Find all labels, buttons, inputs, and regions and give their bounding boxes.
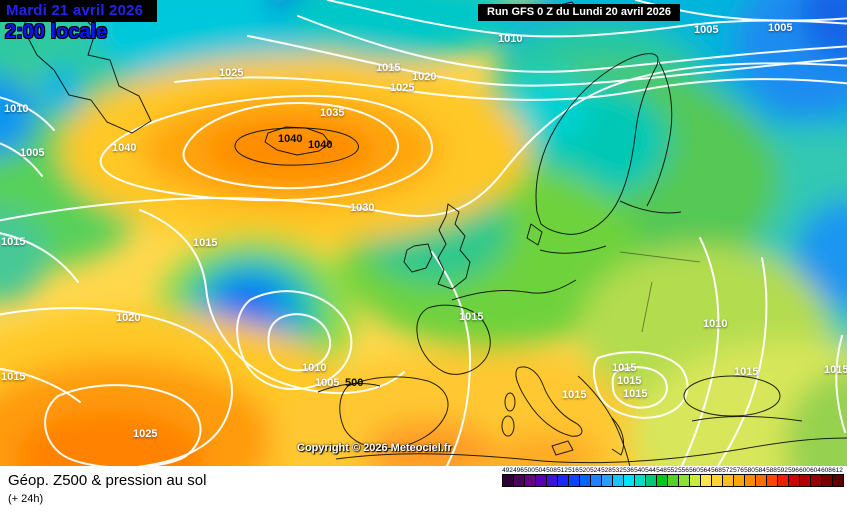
legend-value: 512 xyxy=(557,467,568,474)
legend-color-cell xyxy=(591,475,602,486)
legend-value: 532 xyxy=(612,467,623,474)
legend-color-cell xyxy=(558,475,569,486)
legend-value: 540 xyxy=(634,467,645,474)
legend-value: 496 xyxy=(513,467,524,474)
legend-value: 536 xyxy=(623,467,634,474)
legend-color-cell xyxy=(800,475,811,486)
legend-value: 608 xyxy=(821,467,832,474)
map-area: 1010 1005 1015 1015 1020 1025 1040 1025 1015 1035… xyxy=(0,0,847,466)
legend-colorbar xyxy=(502,474,844,487)
legend-value: 556 xyxy=(678,467,689,474)
legend-value: 588 xyxy=(766,467,777,474)
legend-color-cell xyxy=(833,475,843,486)
weather-map-svg xyxy=(0,0,847,466)
legend-value: 568 xyxy=(711,467,722,474)
legend-value: 592 xyxy=(777,467,788,474)
geopotential-color-field xyxy=(0,0,847,466)
legend-value: 572 xyxy=(722,467,733,474)
legend-values-row: 492 496 500 504 508 512 516 520 524 528 532 536 540 5… xyxy=(502,467,844,474)
legend-color-cell xyxy=(624,475,635,486)
date-box: Mardi 21 avril 2026 xyxy=(0,0,158,22)
legend-value: 612 xyxy=(832,467,843,474)
model-run-label: Run GFS 0 Z du Lundi 20 avril 2026 xyxy=(487,6,671,18)
legend-value: 524 xyxy=(590,467,601,474)
legend-value: 492 xyxy=(502,467,513,474)
legend-color-cell xyxy=(723,475,734,486)
legend-color-cell xyxy=(613,475,624,486)
legend-value: 564 xyxy=(700,467,711,474)
coastlines xyxy=(23,0,847,466)
legend-color-cell xyxy=(756,475,767,486)
local-time-label: 2:00 locale xyxy=(5,21,108,43)
forecast-lead-time: (+ 24h) xyxy=(8,493,44,505)
legend-value: 520 xyxy=(579,467,590,474)
legend-value: 580 xyxy=(744,467,755,474)
legend-color-cell xyxy=(690,475,701,486)
legend-value: 508 xyxy=(546,467,557,474)
legend-color-cell xyxy=(536,475,547,486)
model-run-box: Run GFS 0 Z du Lundi 20 avril 2026 xyxy=(478,4,680,21)
legend-value: 560 xyxy=(689,467,700,474)
legend-color-cell xyxy=(767,475,778,486)
legend-value: 600 xyxy=(799,467,810,474)
legend-color-cell xyxy=(822,475,833,486)
legend-color-cell xyxy=(668,475,679,486)
map-title: Géop. Z500 & pression au sol xyxy=(8,472,207,489)
z500-color-legend: 492 496 500 504 508 512 516 520 524 528 532 536 540 5… xyxy=(502,467,844,487)
legend-color-cell xyxy=(547,475,558,486)
legend-color-cell xyxy=(789,475,800,486)
legend-color-cell xyxy=(657,475,668,486)
legend-color-cell xyxy=(712,475,723,486)
legend-color-cell xyxy=(514,475,525,486)
legend-color-cell xyxy=(679,475,690,486)
footer-bar: Géop. Z500 & pression au sol (+ 24h) 492… xyxy=(0,466,847,512)
date-label: Mardi 21 avril 2026 xyxy=(6,2,144,19)
pressure-isobars xyxy=(0,0,847,466)
legend-color-cell xyxy=(635,475,646,486)
legend-value: 604 xyxy=(810,467,821,474)
legend-value: 576 xyxy=(733,467,744,474)
legend-value: 584 xyxy=(755,467,766,474)
legend-color-cell xyxy=(602,475,613,486)
legend-color-cell xyxy=(525,475,536,486)
legend-value: 596 xyxy=(788,467,799,474)
legend-color-cell xyxy=(503,475,514,486)
legend-value: 504 xyxy=(535,467,546,474)
legend-color-cell xyxy=(701,475,712,486)
geopotential-contours xyxy=(234,127,381,393)
legend-color-cell xyxy=(778,475,789,486)
legend-value: 516 xyxy=(568,467,579,474)
legend-color-cell xyxy=(569,475,580,486)
legend-value: 548 xyxy=(656,467,667,474)
legend-value: 528 xyxy=(601,467,612,474)
legend-color-cell xyxy=(580,475,591,486)
legend-color-cell xyxy=(745,475,756,486)
legend-color-cell xyxy=(734,475,745,486)
legend-value: 500 xyxy=(524,467,535,474)
legend-value: 544 xyxy=(645,467,656,474)
legend-color-cell xyxy=(811,475,822,486)
copyright-label: Copyright © 2026 Meteociel.fr xyxy=(297,442,452,454)
legend-color-cell xyxy=(646,475,657,486)
legend-value: 552 xyxy=(667,467,678,474)
